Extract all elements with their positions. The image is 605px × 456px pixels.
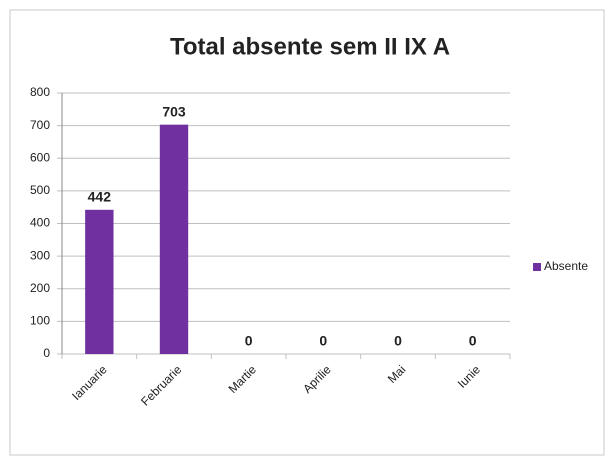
bar [159, 124, 189, 355]
y-tick-label: 700 [30, 118, 50, 132]
data-label: 0 [245, 333, 253, 349]
y-tick-label: 0 [43, 346, 50, 360]
legend-swatch [533, 263, 541, 271]
chart-title: Total absente sem II IX A [170, 33, 450, 60]
y-tick-label: 400 [30, 216, 50, 230]
y-tick-label: 300 [30, 248, 50, 262]
y-tick-label: 100 [30, 314, 50, 328]
data-label: 0 [394, 333, 402, 349]
bar [85, 209, 114, 354]
data-label: 0 [469, 333, 477, 349]
y-tick-label: 200 [30, 281, 50, 295]
legend-label: Absente [544, 259, 588, 273]
y-tick-label: 800 [30, 85, 50, 99]
y-tick-label: 600 [30, 150, 50, 164]
data-label: 442 [88, 189, 112, 205]
data-label: 703 [162, 103, 186, 119]
data-label: 0 [319, 333, 327, 349]
y-tick-label: 500 [30, 183, 50, 197]
